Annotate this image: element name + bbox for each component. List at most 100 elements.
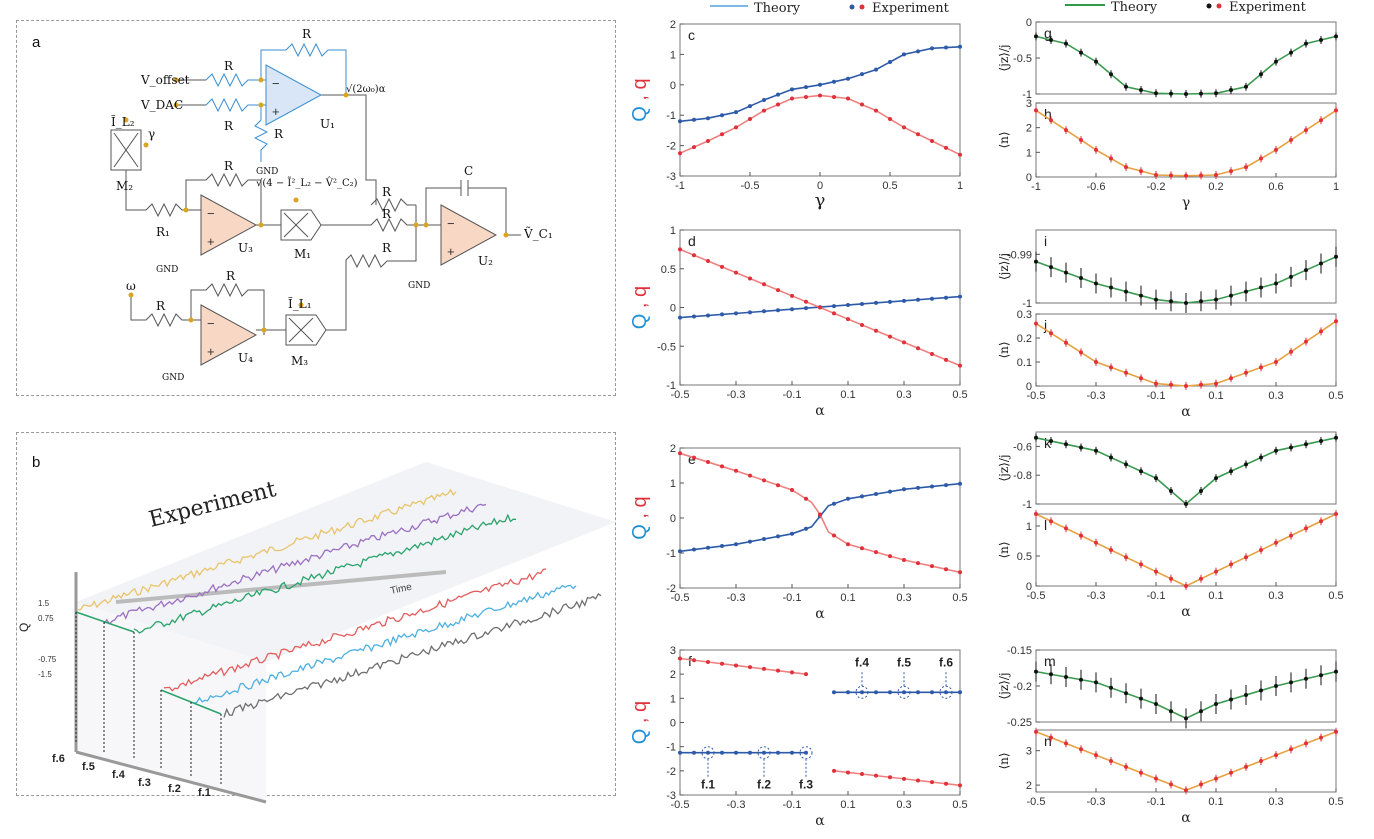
data-point [874,67,878,72]
data-point [888,489,892,494]
data-point [1079,50,1083,55]
u3-minus-sign: − [207,206,215,221]
data-point [1229,376,1233,381]
data-point [706,750,710,755]
data-point [1049,265,1053,270]
data-point [874,550,878,555]
data-point [1064,128,1068,133]
y-axis-label: ⟨jz⟩/j [997,253,1011,280]
x-tick-label: 0.5 [952,799,967,811]
data-point [1169,782,1173,787]
y-tick-label: -1 [666,110,676,122]
data-point [1319,261,1323,266]
data-point [692,253,696,258]
label-sqrt-term: √(4 − Ĩ²_L₂ − V̂²_C₂) [256,177,358,189]
data-point [1334,254,1338,259]
data-point [888,554,892,559]
data-point [804,496,808,501]
data-point [776,534,780,539]
x-tick-label: -0.5 [671,389,690,401]
y-tick-label: 1 [670,478,676,490]
data-point [1139,469,1143,474]
data-point [1259,548,1263,552]
data-point [1304,676,1308,681]
data-point [1244,693,1248,697]
legend-experiment-text-right: Experiment [1229,0,1307,15]
data-point [1139,376,1143,381]
y-tick-label: -1 [1022,298,1032,310]
data-point [692,547,696,552]
x-axis-label: α [815,606,825,622]
data-point [944,567,948,572]
label-il1: Ĩ_L₁ [288,296,312,311]
data-point [1034,259,1038,264]
y-axis-label: Q , q [629,78,651,121]
data-point [720,113,724,118]
data-point [930,139,934,144]
x-axis-label: γ [1182,195,1190,211]
data-point [1229,88,1233,93]
annotation-f.4: f.4 [855,655,869,669]
x-tick-label: 0.3 [1268,390,1283,402]
label-u3: U₃ [238,241,253,255]
chart-j: j -0.5 -0.3 -0.1 0.1 0.3 0.5 0.3 0.2 0.1 0 α ⟨n⟩ [997,309,1344,420]
data-point [1274,281,1278,286]
trace-line-2 [103,503,487,625]
y-tick-label: 0 [670,303,676,315]
data-point [860,322,864,327]
marker-circle-f.4 [855,685,869,699]
data-point [1079,276,1083,281]
data-point [734,663,738,668]
label-r-1: R [224,59,234,73]
panel-tag-m: m [1044,653,1056,669]
data-point [1214,91,1218,96]
x-tick-label: 0.5 [952,389,967,401]
x-axis-label: α [1181,604,1191,620]
data-point [1184,301,1188,305]
data-point [1319,439,1323,443]
data-point [832,533,836,538]
y-tick-label: -2 [666,583,676,595]
data-point [1124,462,1128,467]
data-point [874,773,878,778]
data-point [1304,339,1308,344]
data-point [1199,782,1203,787]
y-tick-label: 3 [1026,746,1032,758]
data-point [1049,439,1053,443]
legend-experiment-marker-red-right [1216,3,1222,9]
data-point [1109,285,1113,290]
data-point [1259,455,1263,460]
data-point [720,544,724,548]
panel-tag-f: f [688,653,692,669]
y-tick-label: 1 [670,225,676,237]
y-tick-label: -1 [666,380,676,392]
data-point [706,460,710,464]
y-axis-label: Q , q [629,701,651,744]
y-axis-label: ⟨jz⟩/j [997,672,1011,699]
q-tick-4: -1.5 [38,670,52,679]
data-point [916,346,920,351]
data-point [692,658,696,663]
data-point [930,352,934,356]
data-point [902,690,906,695]
y-axis-label: ⟨jz⟩/j [997,454,1011,481]
x-tick-label: 0.5 [952,592,967,604]
label-gamma: γ [148,127,155,141]
x-tick-label: 0.2 [1208,181,1223,193]
panel-b-tag: b [32,454,41,471]
data-point [734,311,738,316]
x-tick-label: 0.6 [1268,181,1283,193]
y-tick-label: -0.8 [1013,470,1032,482]
data-point [1034,435,1038,440]
y-tick-label: 0 [670,718,676,730]
marker-circle-f.6 [939,685,953,699]
y-tick-label: 3 [670,645,676,657]
data-point [1214,476,1218,481]
data-point [860,546,864,551]
data-point [944,483,948,488]
data-point [1169,489,1173,494]
trace-line-4 [163,568,547,692]
data-point [1109,455,1113,460]
data-point [944,295,948,300]
data-point [874,300,878,305]
